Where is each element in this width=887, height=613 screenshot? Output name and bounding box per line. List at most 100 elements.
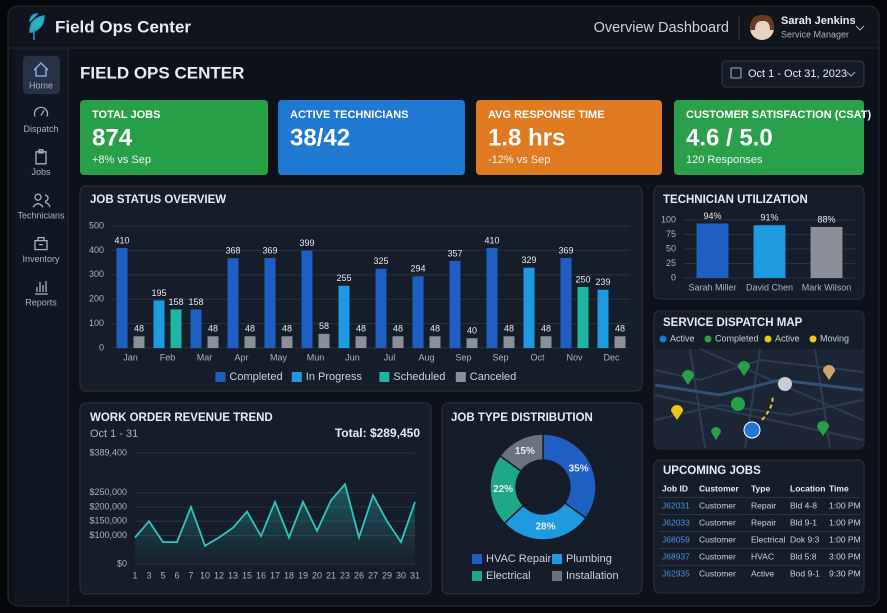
bar-label: 88% [817, 214, 835, 224]
nav-icon [33, 62, 49, 77]
y-tick-label: 500 [89, 220, 104, 230]
y-tick-label: $389,400 [89, 447, 127, 457]
kpi-card [278, 100, 465, 175]
bar [227, 258, 239, 348]
bar-label: 255 [336, 273, 351, 283]
y-tick-label: 75 [666, 229, 676, 239]
nav-item[interactable]: Home [23, 56, 60, 94]
panel [653, 459, 865, 594]
nav-item[interactable]: Technicians [17, 193, 65, 221]
table-cell: Customer [699, 568, 736, 578]
legend-label: HVAC Repair [486, 553, 552, 565]
map-pin[interactable] [731, 397, 745, 411]
x-tick-label: Jul [384, 352, 396, 362]
bar [170, 309, 182, 348]
slice-label: 35% [569, 463, 589, 474]
bar-label: 94% [703, 211, 721, 221]
x-tick-label: Jun [345, 352, 360, 362]
x-tick-label: Oct [530, 352, 545, 362]
area [135, 484, 415, 564]
route [761, 394, 774, 421]
legend-swatch [472, 571, 482, 581]
bar-label: 250 [575, 274, 590, 284]
map-pin[interactable] [778, 377, 792, 391]
bar [540, 336, 552, 348]
x-tick-label: 1 [132, 570, 137, 580]
bar-label: 48 [393, 324, 403, 334]
top-bar [9, 7, 878, 48]
panel-title: JOB STATUS OVERVIEW [90, 194, 226, 206]
bar-label: 410 [484, 235, 499, 245]
x-tick-label: 31 [410, 570, 420, 580]
bar [810, 226, 843, 278]
column-header: Location [790, 483, 825, 493]
chevron [855, 25, 865, 31]
slice-label: 28% [536, 522, 556, 533]
x-tick-label: 6 [174, 570, 179, 580]
map-pin[interactable] [817, 421, 829, 436]
table-cell: 1:00 PM [829, 517, 861, 527]
nav-item[interactable]: Jobs [31, 149, 51, 177]
date-range: Oct 1 - Oct 31, 2023 [748, 68, 847, 80]
x-tick-label: Feb [160, 352, 176, 362]
table-cell: J68937 [662, 551, 690, 561]
kpi-value: 4.6 / 5.0 [686, 124, 773, 151]
legend-label: Completed [229, 371, 282, 383]
bar-label: 91% [760, 213, 778, 223]
table-cell: J68059 [662, 534, 690, 544]
y-tick-label: $0 [117, 558, 127, 568]
bar [449, 260, 461, 348]
slice [499, 433, 544, 473]
y-tick-label: $250,000 [89, 487, 127, 497]
slice [542, 433, 597, 520]
kpi-label: AVG RESPONSE TIME [488, 109, 605, 121]
nav-item[interactable]: Dispatch [23, 106, 59, 134]
map-pin[interactable] [738, 361, 750, 376]
nav-icon [33, 106, 49, 117]
date-picker[interactable]: Oct 1 - Oct 31, 2023 [721, 60, 865, 88]
x-tick-label: 19 [298, 570, 308, 580]
bar [355, 336, 367, 348]
legend-label: Installation [566, 570, 619, 582]
column-header: Job ID [662, 483, 688, 493]
bar-label: 325 [373, 256, 388, 266]
x-tick-label: 10 [200, 570, 210, 580]
panel [441, 402, 643, 595]
panel-title: WORK ORDER REVENUE TREND [90, 412, 273, 424]
y-tick-label: 200 [89, 294, 104, 304]
app-title: Field Ops Center [55, 17, 191, 36]
map-pin[interactable] [823, 365, 835, 380]
y-tick-label: 25 [666, 258, 676, 268]
subtitle: Oct 1 - 31 [90, 428, 138, 440]
date-box [721, 60, 865, 88]
map-highway [654, 378, 864, 397]
bar [375, 268, 387, 348]
legend-swatch [552, 554, 562, 564]
bar-label: 329 [521, 255, 536, 265]
map-pin[interactable] [671, 405, 683, 420]
x-tick-label: Mark Wilson [802, 282, 852, 292]
x-tick-label: 15 [242, 570, 252, 580]
x-tick-label: 17 [270, 570, 280, 580]
panel [79, 185, 643, 392]
x-tick-label: 20 [312, 570, 322, 580]
bar-label: 294 [410, 264, 425, 274]
bar [523, 267, 535, 348]
x-tick-label: 7 [188, 570, 193, 580]
annotation: Total: $289,450 [335, 426, 420, 440]
user-menu[interactable]: Sarah Jenkins Service Manager [750, 15, 865, 40]
nav-item[interactable]: Reports [25, 281, 57, 307]
kpi-card [674, 100, 864, 175]
bar [207, 336, 219, 348]
bar-label: 58 [319, 321, 329, 331]
bar [597, 289, 609, 348]
map-pin[interactable] [743, 421, 761, 439]
nav-item[interactable]: Inventory [22, 236, 60, 264]
nav-icon [32, 193, 51, 208]
map-pin[interactable] [711, 427, 721, 440]
map [654, 348, 864, 449]
table-cell: Dok 9:3 [790, 534, 820, 544]
bar [753, 225, 786, 278]
map-pin[interactable] [682, 370, 694, 385]
